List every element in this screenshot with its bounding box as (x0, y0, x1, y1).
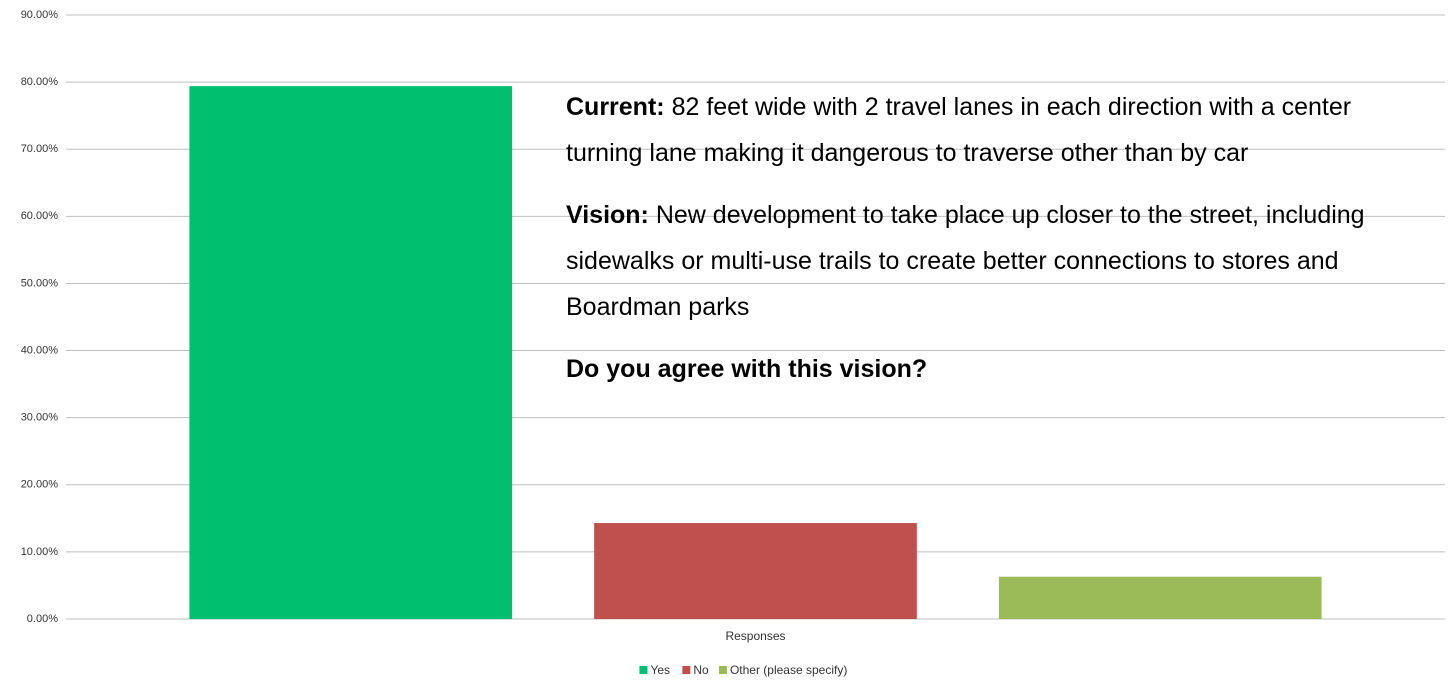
y-tick-label: 40.00% (21, 344, 59, 356)
legend-swatch (639, 666, 648, 674)
legend-label: No (693, 663, 709, 677)
annotation-label: Current: (566, 93, 665, 121)
annotation: Do you agree with this vision? (566, 346, 1396, 392)
bar (998, 576, 1322, 619)
annotation-text: New development to take place up closer … (566, 201, 1365, 321)
annotation: Current: 82 feet wide with 2 travel lane… (566, 84, 1396, 176)
annotation-label: Do you agree with this vision? (566, 355, 928, 383)
bar (189, 86, 513, 620)
annotation-label: Vision: (566, 201, 649, 229)
legend-swatch (682, 666, 691, 674)
annotation-box: Current: 82 feet wide with 2 travel lane… (566, 84, 1396, 408)
y-tick-label: 90.00% (21, 9, 59, 21)
y-tick-label: 50.00% (21, 277, 59, 289)
bar (594, 523, 917, 619)
y-tick-label: 0.00% (27, 613, 58, 625)
y-tick-label: 20.00% (21, 479, 59, 491)
legend-label: Yes (650, 663, 670, 677)
annotation-text: 82 feet wide with 2 travel lanes in each… (566, 93, 1352, 167)
y-tick-label: 80.00% (21, 76, 59, 88)
y-tick-label: 30.00% (21, 412, 59, 424)
x-tick-label: Responses (725, 629, 785, 643)
legend-label: Other (please specify) (730, 663, 847, 677)
legend-swatch (718, 666, 727, 674)
y-tick-label: 10.00% (21, 546, 59, 558)
y-tick-label: 70.00% (21, 143, 59, 155)
annotation: Vision: New development to take place up… (566, 192, 1396, 330)
y-tick-label: 60.00% (21, 210, 59, 222)
